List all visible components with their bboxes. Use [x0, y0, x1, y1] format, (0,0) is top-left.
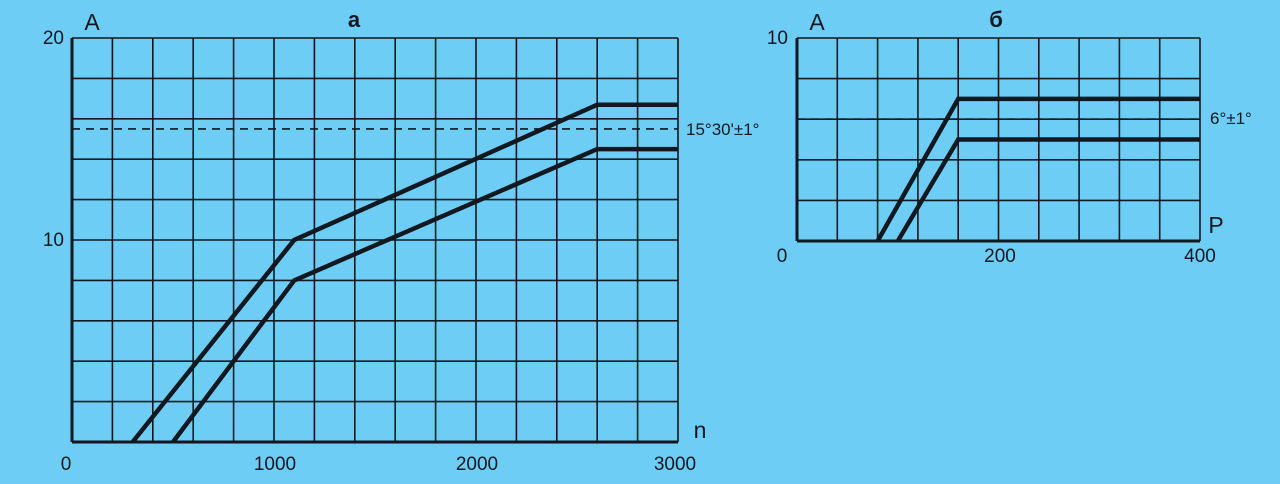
chart1-title: а [348, 7, 361, 32]
chart1-x-tick-label: 0 [61, 454, 72, 475]
chart2-title: б [989, 7, 1003, 32]
chart1-x-tick-label: 2000 [456, 454, 498, 475]
chart1-x-tick-label: 3000 [654, 454, 696, 475]
chart2-x-tick-label: 400 [1184, 246, 1216, 267]
chart2-x-tick-label: 0 [777, 246, 788, 267]
chart1-y-label: A [84, 9, 100, 35]
chart2-series-2-line [895, 137, 1200, 243]
chart2-y-label: A [809, 9, 825, 35]
chart2-x-label: P [1208, 212, 1223, 238]
chart2-reference-label: 6°±1° [1210, 109, 1252, 128]
chart2-x-tick-label: 200 [984, 246, 1016, 267]
chart1-y-tick-label: 10 [43, 230, 64, 251]
chart1-series-2-line [171, 146, 678, 444]
chart1-x-label: n [694, 417, 707, 443]
chart1-x-tick-label: 1000 [254, 454, 296, 475]
chart2-y-tick-label: 10 [767, 28, 788, 49]
chart1-series-1-line [130, 102, 678, 444]
chart2-series-1-line [875, 96, 1200, 243]
chart1-y-tick-label: 20 [43, 28, 64, 49]
chart1-reference-label: 15°30'±1° [686, 120, 759, 139]
